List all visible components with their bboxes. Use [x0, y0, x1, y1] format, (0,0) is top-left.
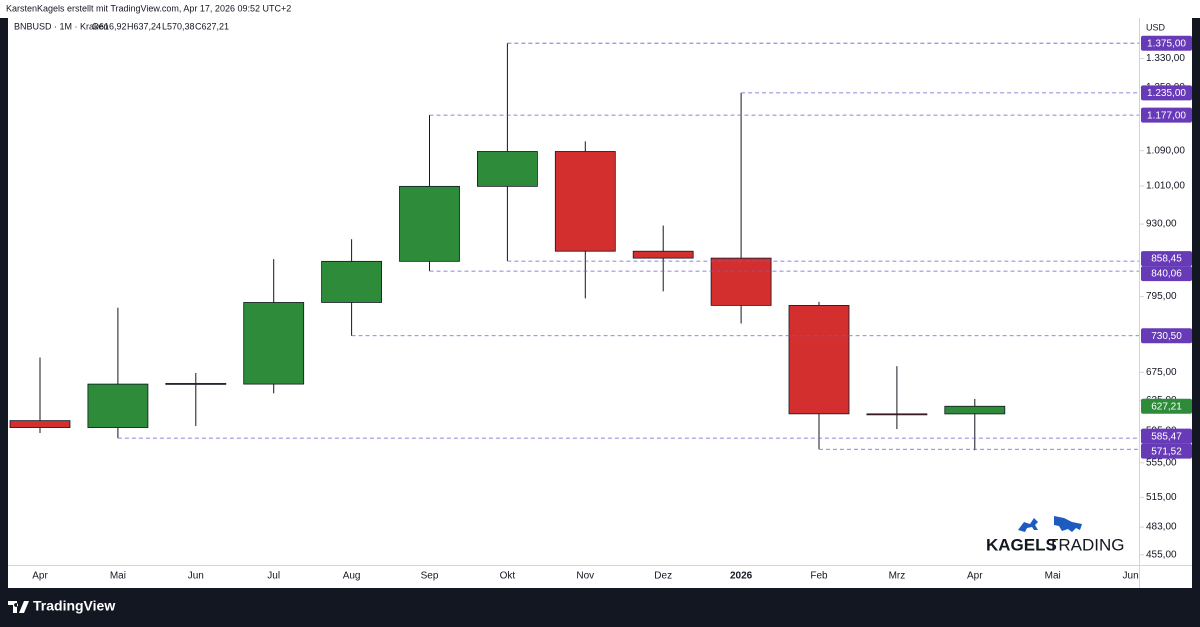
price-badge-label: 1.375,00 — [1147, 38, 1186, 49]
x-tick-label: Jun — [1123, 571, 1139, 582]
price-badge — [1141, 107, 1192, 123]
candle-body — [9, 420, 71, 428]
tv-icon — [8, 601, 29, 613]
y-tick-label: 930,00 — [1146, 219, 1177, 230]
candle-body — [554, 151, 616, 252]
y-tick-label: 515,00 — [1146, 492, 1177, 503]
price-badge-label: 1.177,00 — [1147, 110, 1186, 121]
x-tick-label: Dez — [654, 571, 672, 582]
price-badge — [1141, 251, 1192, 267]
price-badge — [1141, 35, 1192, 51]
bear-icon — [1054, 516, 1082, 532]
price-badge — [1141, 398, 1192, 414]
x-tick-label: Apr — [32, 571, 48, 582]
currency-label: USD — [1146, 22, 1166, 32]
x-tick-label: Mai — [1045, 571, 1061, 582]
x-tick-label: Mai — [110, 571, 126, 582]
candle-body — [632, 250, 694, 259]
y-tick-label: 483,00 — [1146, 522, 1177, 533]
bull-icon — [1018, 518, 1038, 532]
x-tick-label: Nov — [576, 571, 594, 582]
y-tick-label: 555,00 — [1146, 457, 1177, 468]
x-tick-label: Jun — [188, 571, 204, 582]
candle-body — [399, 185, 460, 262]
candle-body — [788, 305, 850, 415]
y-tick-label: 1.090,00 — [1146, 145, 1185, 156]
x-tick-label: Sep — [421, 571, 439, 582]
legend-close: C627,21 — [195, 21, 229, 31]
legend-low: L570,38 — [162, 21, 195, 31]
price-badge-label: 840,06 — [1151, 269, 1182, 280]
price-badge-label: 627,21 — [1151, 401, 1182, 412]
candle-body — [866, 413, 928, 416]
candle-body — [944, 405, 1006, 415]
x-tick-label: Jul — [267, 571, 280, 582]
x-tick-label: 2026 — [730, 571, 753, 582]
price-badge — [1141, 328, 1192, 344]
logo-icons — [1018, 516, 1082, 532]
x-tick-label: Aug — [343, 571, 361, 582]
top-bar — [0, 0, 1200, 18]
candle-body — [321, 260, 383, 303]
candle-body — [243, 302, 305, 385]
footer-brand: TradingView — [33, 598, 115, 614]
candle-body — [165, 382, 227, 385]
y-tick-label: 675,00 — [1146, 367, 1177, 378]
watermark-light: TRADING — [1048, 535, 1125, 554]
price-badge — [1141, 266, 1192, 282]
legend-open: O616,92 — [92, 21, 127, 31]
legend-symbol: BNBUSD · 1M · Kraken — [14, 21, 109, 31]
header-text: KarstenKagels erstellt mit TradingView.c… — [6, 3, 291, 13]
y-tick-label: 455,00 — [1146, 549, 1177, 560]
price-badge-label: 571,52 — [1151, 446, 1182, 457]
price-badge-label: 730,50 — [1151, 331, 1182, 342]
x-tick-label: Feb — [810, 571, 828, 582]
candle-body — [476, 151, 538, 187]
footer-logo — [8, 601, 29, 613]
price-badge — [1141, 443, 1192, 459]
candle-body — [710, 257, 772, 306]
chart-area — [8, 18, 1192, 588]
legend-high: H637,24 — [127, 21, 161, 31]
price-badge-label: 1.235,00 — [1147, 88, 1186, 99]
candle-body — [87, 383, 149, 428]
price-badge-label: 858,45 — [1151, 254, 1182, 265]
y-tick-label: 1.330,00 — [1146, 53, 1185, 64]
y-tick-label: 795,00 — [1146, 291, 1177, 302]
y-tick-label: 1.010,00 — [1146, 181, 1185, 192]
watermark-bold: KAGELS — [986, 535, 1057, 554]
x-tick-label: Okt — [500, 571, 516, 582]
price-badge — [1141, 85, 1192, 101]
x-tick-label: Apr — [967, 571, 983, 582]
price-badge — [1141, 428, 1192, 444]
price-badge-label: 585,47 — [1151, 431, 1182, 442]
x-tick-label: Mrz — [889, 571, 906, 582]
